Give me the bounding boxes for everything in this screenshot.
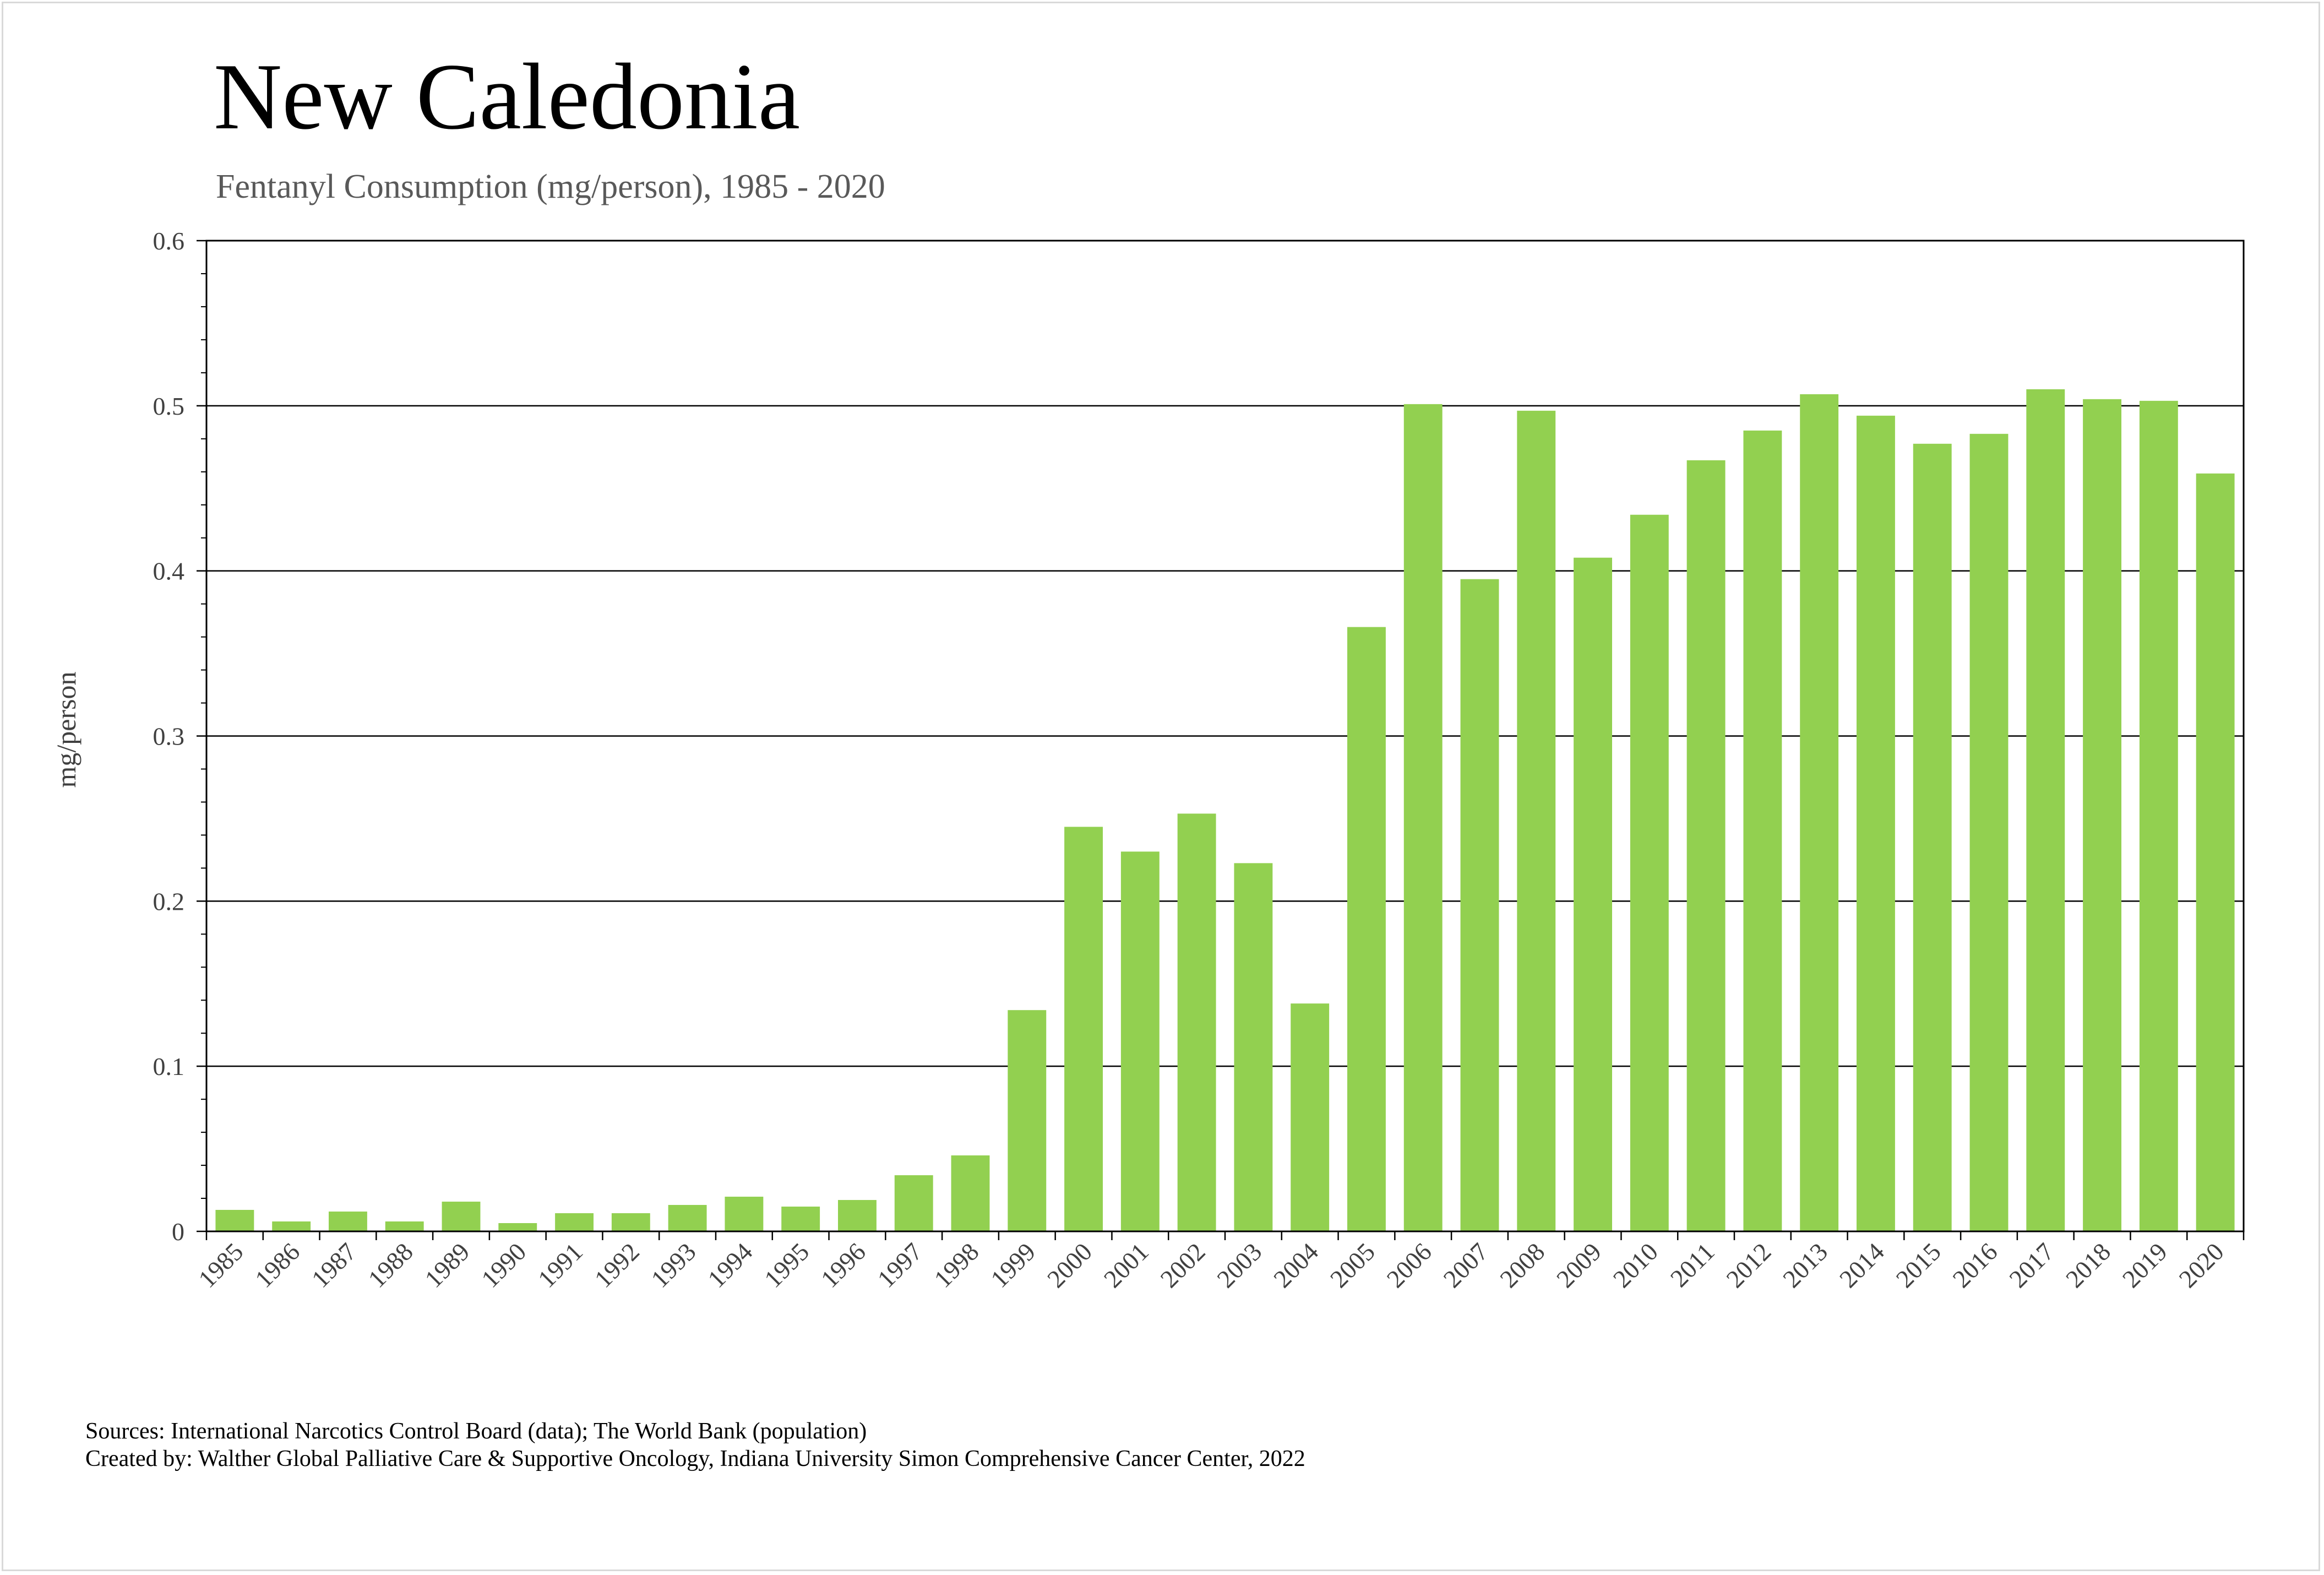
x-tick-label: 2018 <box>2060 1237 2116 1293</box>
y-tick-label: 0.3 <box>153 723 185 751</box>
chart-title: New Caledonia <box>214 45 801 149</box>
x-tick-label: 2002 <box>1155 1237 1211 1293</box>
bar-2006 <box>1403 404 1443 1232</box>
x-tick-label: 2000 <box>1042 1237 1097 1293</box>
x-tick-label: 1993 <box>646 1237 701 1293</box>
x-tick-label: 1997 <box>872 1237 928 1293</box>
bar-1988 <box>385 1221 424 1231</box>
bar-1993 <box>668 1205 707 1231</box>
bar-1986 <box>272 1221 311 1231</box>
bar-2020 <box>2196 473 2235 1231</box>
x-tick-label: 2016 <box>1947 1237 2002 1293</box>
bar-2007 <box>1460 579 1499 1231</box>
x-tick-label: 1986 <box>249 1237 305 1293</box>
bar-2008 <box>1517 410 1556 1231</box>
bar-1989 <box>442 1202 481 1231</box>
x-tick-label: 2011 <box>1665 1237 1720 1292</box>
bar-2004 <box>1291 1003 1330 1231</box>
bar-1996 <box>838 1200 877 1231</box>
chart-subtitle: Fentanyl Consumption (mg/person), 1985 -… <box>216 168 885 205</box>
x-tick-label: 2003 <box>1211 1237 1267 1293</box>
bar-2015 <box>1913 443 1952 1232</box>
x-tick-label: 1988 <box>363 1237 418 1293</box>
bar-1992 <box>611 1213 650 1231</box>
x-tick-label: 2007 <box>1438 1237 1493 1293</box>
x-tick-label: 2014 <box>1834 1237 1890 1293</box>
bar-2014 <box>1857 415 1895 1232</box>
x-tick-label: 2010 <box>1608 1237 1663 1293</box>
bar-2019 <box>2139 400 2178 1231</box>
x-tick-label: 1996 <box>815 1237 871 1293</box>
x-tick-label: 2019 <box>2117 1237 2173 1293</box>
bar-2001 <box>1120 851 1160 1231</box>
bar-1997 <box>894 1175 933 1231</box>
x-tick-label: 1999 <box>985 1237 1041 1293</box>
bar-2003 <box>1234 863 1273 1231</box>
bar-1994 <box>725 1197 764 1231</box>
y-tick-label: 0.1 <box>153 1052 185 1080</box>
footer-sources: Sources: International Narcotics Control… <box>85 1419 867 1444</box>
x-tick-label: 2008 <box>1494 1237 1550 1293</box>
bar-2017 <box>2026 389 2065 1231</box>
x-tick-label: 1991 <box>532 1237 588 1293</box>
y-tick-label: 0.4 <box>153 557 185 585</box>
bar-1991 <box>555 1213 594 1231</box>
bars <box>215 389 2235 1232</box>
x-tick-label: 2015 <box>1891 1237 1946 1293</box>
bar-2016 <box>1969 433 2009 1232</box>
bar-2005 <box>1347 627 1386 1231</box>
bar-2010 <box>1630 514 1669 1231</box>
x-tick-label: 1987 <box>306 1237 362 1293</box>
x-tick-label: 2004 <box>1268 1237 1324 1293</box>
bar-2018 <box>2083 399 2121 1231</box>
bar-2009 <box>1574 557 1612 1232</box>
x-tick-label: 2020 <box>2174 1237 2229 1293</box>
y-tick-label: 0.5 <box>153 392 185 420</box>
bar-1985 <box>215 1210 254 1231</box>
x-tick-label: 2001 <box>1098 1237 1154 1293</box>
x-ticks: 1985 1986 1987 1988 1989 1990 1991 1992 1993 1994… <box>193 1231 2245 1293</box>
bar-2000 <box>1064 827 1103 1231</box>
bar-1999 <box>1008 1010 1047 1231</box>
bar-2013 <box>1800 394 1839 1231</box>
x-tick-label: 1998 <box>928 1237 984 1293</box>
bar-1990 <box>498 1223 537 1231</box>
x-tick-label: 1989 <box>419 1237 475 1293</box>
x-tick-label: 2012 <box>1721 1237 1776 1293</box>
x-tick-label: 2017 <box>2004 1237 2059 1293</box>
bar-2002 <box>1177 813 1216 1231</box>
bar-2012 <box>1743 430 1782 1231</box>
y-tick-label: 0.2 <box>153 887 185 915</box>
x-tick-label: 2006 <box>1381 1237 1437 1293</box>
x-tick-label: 2009 <box>1551 1237 1607 1293</box>
x-tick-label: 1994 <box>702 1237 758 1293</box>
footer-created-by: Created by: Walther Global Palliative Ca… <box>85 1446 1305 1471</box>
x-tick-label: 1985 <box>193 1237 248 1293</box>
bar-1987 <box>329 1212 367 1231</box>
y-tick-label: 0.6 <box>153 227 185 255</box>
bar-2011 <box>1686 460 1726 1231</box>
bar-1998 <box>951 1155 990 1231</box>
x-tick-label: 1995 <box>759 1237 814 1293</box>
y-ticks: 0 0.1 0.2 0.3 0.4 0.5 0.6 <box>153 227 206 1246</box>
x-tick-label: 2005 <box>1325 1237 1380 1293</box>
x-tick-label: 1990 <box>476 1237 531 1293</box>
x-tick-label: 1992 <box>589 1237 645 1293</box>
x-tick-label: 2013 <box>1777 1237 1833 1293</box>
bar-1995 <box>781 1207 820 1231</box>
y-tick-label: 0 <box>172 1218 184 1246</box>
